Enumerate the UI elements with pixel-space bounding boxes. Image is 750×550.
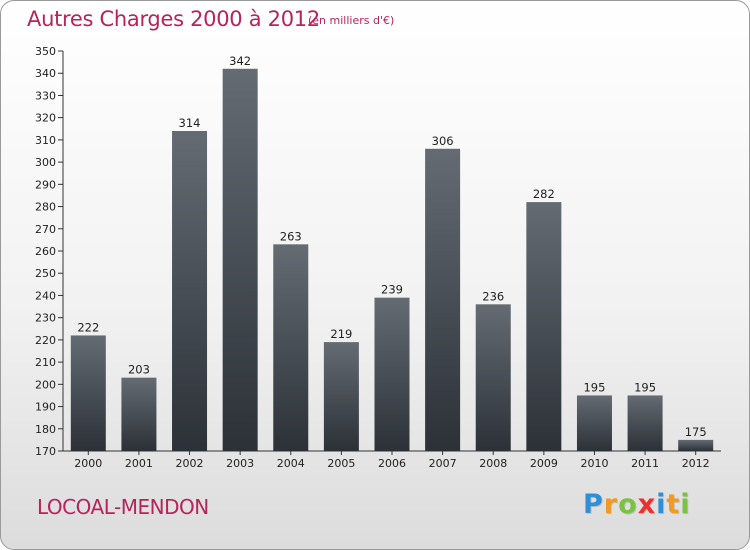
x-tick-label: 2012 bbox=[682, 457, 710, 470]
y-tick-label: 310 bbox=[35, 134, 56, 147]
data-label-2004: 263 bbox=[280, 229, 302, 243]
logo-letter: i bbox=[680, 489, 691, 520]
data-label-2001: 203 bbox=[128, 363, 150, 377]
proxiti-logo[interactable]: Proxiti bbox=[583, 489, 691, 520]
y-tick-label: 340 bbox=[35, 67, 56, 80]
x-tick-label: 2000 bbox=[74, 457, 102, 470]
logo-letter: t bbox=[666, 489, 681, 520]
data-label-2009: 282 bbox=[533, 187, 555, 201]
bar-2007 bbox=[425, 148, 461, 451]
x-tick-label: 2002 bbox=[176, 457, 204, 470]
y-tick-label: 330 bbox=[35, 89, 56, 102]
bar-2001 bbox=[121, 377, 157, 451]
data-label-2003: 342 bbox=[229, 54, 251, 68]
y-tick-label: 190 bbox=[35, 401, 56, 414]
logo-letter: x bbox=[637, 489, 657, 520]
commune-name: LOCOAL-MENDON bbox=[37, 495, 209, 519]
bar-2008 bbox=[475, 304, 511, 451]
data-label-2008: 236 bbox=[482, 289, 504, 303]
y-tick-label: 270 bbox=[35, 223, 56, 236]
y-tick-label: 250 bbox=[35, 267, 56, 280]
bar-2010 bbox=[576, 395, 612, 451]
bar-2003 bbox=[222, 68, 258, 452]
x-tick-label: 2004 bbox=[277, 457, 305, 470]
data-label-2010: 195 bbox=[583, 380, 605, 394]
data-label-2002: 314 bbox=[179, 116, 201, 130]
y-tick-label: 200 bbox=[35, 378, 56, 391]
y-axis: 170 180 190 200 210 220 230 240 250 260 270 280 290 3… bbox=[35, 45, 64, 458]
logo-letter: i bbox=[656, 489, 667, 520]
bar-2000 bbox=[70, 335, 106, 451]
x-axis: 2000 2001 2002 2003 2004 2005 2006 2007 2008 2009… bbox=[63, 450, 721, 470]
y-tick-label: 240 bbox=[35, 289, 56, 302]
logo-letter: r bbox=[603, 489, 619, 520]
logo-letter: o bbox=[618, 489, 638, 520]
bar-2004 bbox=[273, 244, 309, 451]
logo-letter: P bbox=[583, 489, 604, 520]
y-tick-label: 290 bbox=[35, 178, 56, 191]
data-label-2000: 222 bbox=[77, 320, 99, 334]
bars bbox=[70, 68, 714, 452]
bar-2009 bbox=[526, 202, 562, 451]
data-label-2011: 195 bbox=[634, 380, 656, 394]
y-tick-label: 260 bbox=[35, 245, 56, 258]
x-tick-label: 2006 bbox=[378, 457, 406, 470]
bar-2011 bbox=[627, 395, 663, 451]
chart-subtitle: (en milliers d'€) bbox=[308, 14, 395, 27]
y-tick-label: 220 bbox=[35, 334, 56, 347]
data-label-2005: 219 bbox=[330, 327, 352, 341]
y-tick-label: 230 bbox=[35, 312, 56, 325]
y-tick-label: 180 bbox=[35, 423, 56, 436]
y-tick-label: 300 bbox=[35, 156, 56, 169]
x-tick-label: 2008 bbox=[479, 457, 507, 470]
y-tick-label: 350 bbox=[35, 45, 56, 58]
y-tick-label: 320 bbox=[35, 112, 56, 125]
bar-2006 bbox=[374, 297, 410, 451]
x-tick-label: 2007 bbox=[429, 457, 457, 470]
x-tick-label: 2001 bbox=[125, 457, 153, 470]
x-tick-label: 2011 bbox=[631, 457, 659, 470]
data-label-2006: 239 bbox=[381, 283, 403, 297]
bar-2005 bbox=[323, 342, 359, 451]
x-tick-label: 2003 bbox=[226, 457, 254, 470]
bar-2002 bbox=[172, 131, 208, 451]
x-tick-label: 2005 bbox=[327, 457, 355, 470]
data-label-2012: 175 bbox=[685, 425, 707, 439]
y-tick-label: 210 bbox=[35, 356, 56, 369]
data-labels: 222 203 314 342 263 219 239 306 236 282 195 195 175 bbox=[77, 54, 706, 439]
y-tick-label: 170 bbox=[35, 445, 56, 458]
x-tick-label: 2009 bbox=[530, 457, 558, 470]
bar-2012 bbox=[678, 439, 714, 451]
chart-title: Autres Charges 2000 à 2012 bbox=[27, 7, 320, 31]
y-tick-label: 280 bbox=[35, 201, 56, 214]
x-tick-label: 2010 bbox=[580, 457, 608, 470]
data-label-2007: 306 bbox=[432, 134, 454, 148]
